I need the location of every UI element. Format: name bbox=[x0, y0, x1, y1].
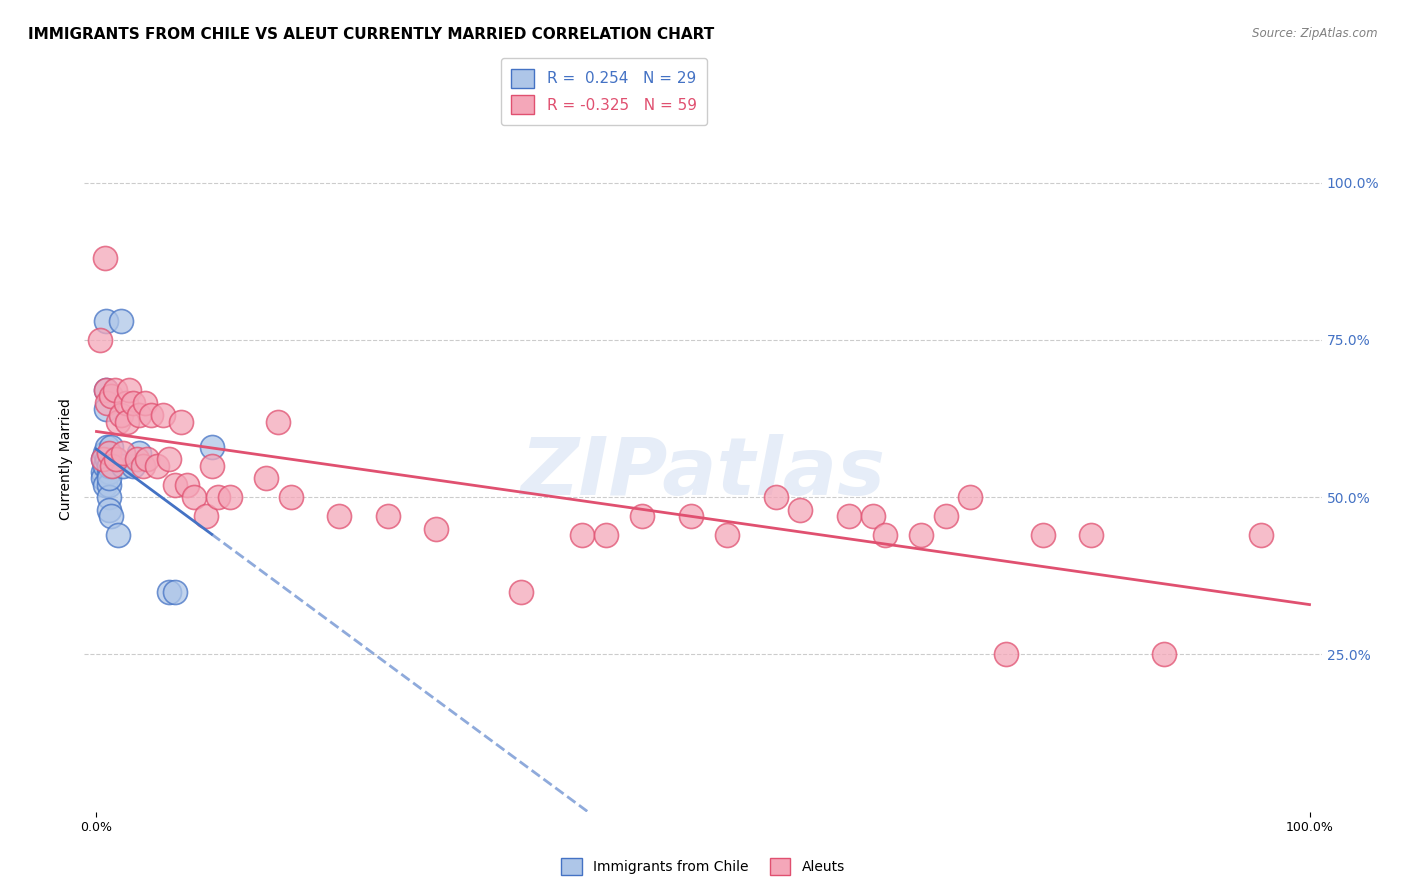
Point bbox=[97, 471, 120, 485]
Point bbox=[571, 528, 593, 542]
Point bbox=[152, 409, 174, 423]
Point bbox=[118, 383, 141, 397]
Point bbox=[128, 446, 150, 460]
Point bbox=[254, 471, 277, 485]
Point bbox=[201, 458, 224, 473]
Point bbox=[157, 584, 180, 599]
Point bbox=[679, 508, 702, 523]
Point bbox=[97, 458, 120, 473]
Point bbox=[1250, 528, 1272, 542]
Point bbox=[201, 440, 224, 454]
Point bbox=[631, 508, 654, 523]
Point bbox=[183, 490, 205, 504]
Point bbox=[377, 508, 399, 523]
Point bbox=[97, 502, 120, 516]
Point bbox=[101, 458, 124, 473]
Point bbox=[100, 440, 122, 454]
Point bbox=[1032, 528, 1054, 542]
Point bbox=[97, 446, 120, 460]
Point bbox=[267, 415, 290, 429]
Point bbox=[115, 415, 138, 429]
Point bbox=[100, 389, 122, 403]
Point bbox=[128, 409, 150, 423]
Point bbox=[1080, 528, 1102, 542]
Point bbox=[935, 508, 957, 523]
Point bbox=[97, 477, 120, 491]
Point bbox=[219, 490, 242, 504]
Point bbox=[510, 584, 533, 599]
Point bbox=[873, 528, 896, 542]
Point bbox=[112, 446, 135, 460]
Point bbox=[165, 584, 187, 599]
Point bbox=[789, 502, 811, 516]
Point bbox=[959, 490, 981, 504]
Point bbox=[910, 528, 932, 542]
Point bbox=[104, 383, 127, 397]
Point bbox=[104, 452, 127, 467]
Point bbox=[96, 440, 118, 454]
Point bbox=[107, 528, 129, 542]
Legend: Immigrants from Chile, Aleuts: Immigrants from Chile, Aleuts bbox=[555, 853, 851, 880]
Point bbox=[1153, 648, 1175, 662]
Point bbox=[146, 458, 169, 473]
Point bbox=[89, 333, 111, 347]
Text: IMMIGRANTS FROM CHILE VS ALEUT CURRENTLY MARRIED CORRELATION CHART: IMMIGRANTS FROM CHILE VS ALEUT CURRENTLY… bbox=[28, 27, 714, 42]
Point bbox=[862, 508, 884, 523]
Point bbox=[170, 415, 193, 429]
Point bbox=[122, 458, 145, 473]
Y-axis label: Currently Married: Currently Married bbox=[59, 399, 73, 520]
Point bbox=[165, 477, 187, 491]
Point bbox=[207, 490, 229, 504]
Point bbox=[157, 452, 180, 467]
Point bbox=[136, 452, 159, 467]
Point bbox=[765, 490, 787, 504]
Point bbox=[328, 508, 350, 523]
Point bbox=[100, 508, 122, 523]
Point bbox=[114, 396, 136, 410]
Point bbox=[995, 648, 1018, 662]
Point bbox=[122, 396, 145, 410]
Point bbox=[97, 490, 120, 504]
Point bbox=[91, 465, 114, 479]
Point bbox=[125, 452, 148, 467]
Point bbox=[94, 251, 117, 265]
Point bbox=[94, 446, 117, 460]
Point bbox=[91, 471, 114, 485]
Point bbox=[96, 396, 118, 410]
Point bbox=[91, 452, 114, 467]
Point bbox=[97, 465, 120, 479]
Point bbox=[194, 508, 217, 523]
Text: Source: ZipAtlas.com: Source: ZipAtlas.com bbox=[1253, 27, 1378, 40]
Point bbox=[280, 490, 302, 504]
Point bbox=[96, 314, 118, 328]
Point bbox=[94, 477, 117, 491]
Point bbox=[131, 458, 153, 473]
Point bbox=[716, 528, 738, 542]
Point bbox=[176, 477, 198, 491]
Point bbox=[96, 402, 118, 417]
Legend: R =  0.254   N = 29, R = -0.325   N = 59: R = 0.254 N = 29, R = -0.325 N = 59 bbox=[501, 58, 707, 125]
Point bbox=[96, 383, 118, 397]
Point bbox=[595, 528, 617, 542]
Point bbox=[94, 458, 117, 473]
Point bbox=[97, 458, 120, 473]
Point bbox=[139, 409, 162, 423]
Point bbox=[104, 452, 127, 467]
Point bbox=[96, 452, 118, 467]
Point bbox=[91, 452, 114, 467]
Point bbox=[110, 314, 132, 328]
Point bbox=[134, 396, 156, 410]
Point bbox=[96, 383, 118, 397]
Point bbox=[425, 522, 447, 536]
Point bbox=[110, 409, 132, 423]
Text: ZIPatlas: ZIPatlas bbox=[520, 434, 886, 513]
Point bbox=[107, 415, 129, 429]
Point bbox=[838, 508, 860, 523]
Point bbox=[112, 458, 135, 473]
